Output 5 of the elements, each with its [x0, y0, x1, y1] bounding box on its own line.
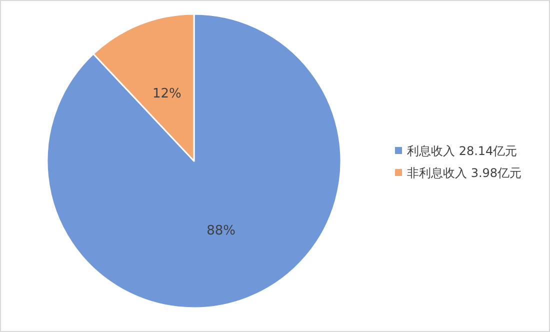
data-label: 12% [152, 86, 182, 102]
legend-label: 利息收入 28.14亿元 [407, 144, 518, 158]
legend-label: 非利息收入 3.98亿元 [407, 166, 522, 180]
pie-slice [46, 13, 342, 309]
data-label: 88% [206, 223, 236, 238]
